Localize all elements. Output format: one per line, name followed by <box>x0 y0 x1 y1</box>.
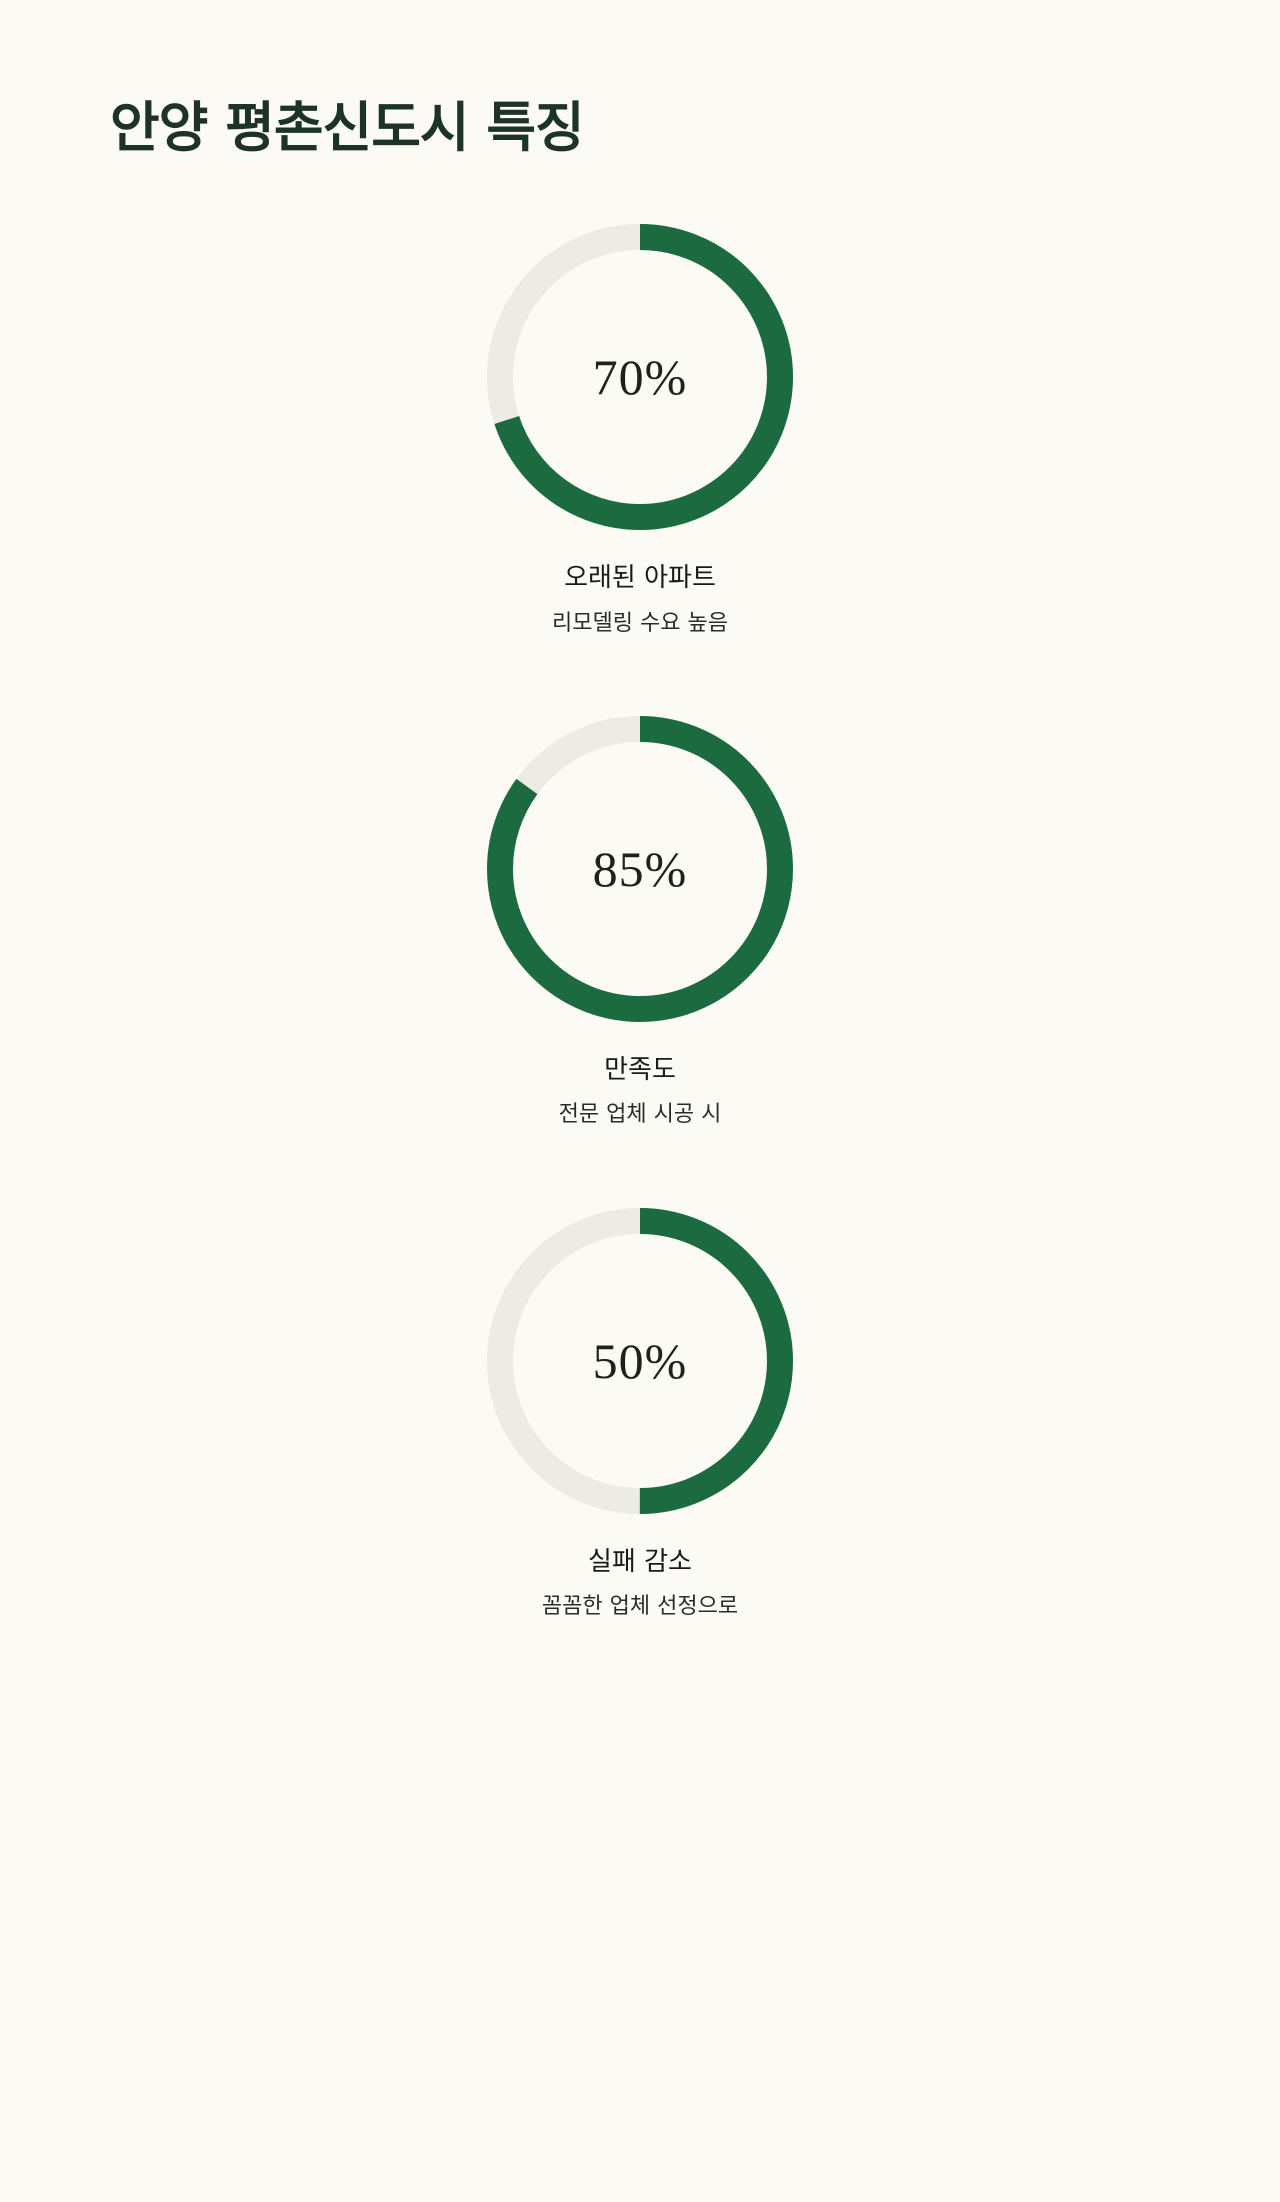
donut-svg <box>487 224 793 531</box>
stat-label: 만족도 <box>604 1054 676 1085</box>
donut-percent-label: 85% <box>592 840 688 897</box>
donut-center: 70% <box>480 217 800 537</box>
donut-svg <box>487 1207 793 1514</box>
stat-label: 실패 감소 <box>588 1546 692 1577</box>
stat-block: 70% 오래된 아파트 리모델링 수요 높음 <box>0 217 1280 637</box>
donut-chart: 50% <box>480 1201 800 1521</box>
donut-value-arc <box>487 224 793 531</box>
stat-sublabel: 리모델링 수요 높음 <box>552 610 728 636</box>
stat-sublabel: 전문 업체 시공 시 <box>558 1102 722 1128</box>
stat-block: 85% 만족도 전문 업체 시공 시 <box>0 709 1280 1129</box>
donut-center: 85% <box>480 709 800 1029</box>
donut-value-arc <box>487 1207 793 1514</box>
stat-sublabel: 꼼꼼한 업체 선정으로 <box>541 1593 739 1619</box>
donut-percent-label: 50% <box>592 1332 688 1389</box>
donut-chart: 85% <box>480 709 800 1029</box>
donut-center: 50% <box>480 1201 800 1521</box>
stat-label: 오래된 아파트 <box>564 563 716 594</box>
donut-svg <box>487 715 793 1022</box>
donut-percent-label: 70% <box>592 349 688 406</box>
stat-list: 70% 오래된 아파트 리모델링 수요 높음 85% 만족도 전문 업체 시공 … <box>0 217 1280 1620</box>
donut-value-arc <box>487 715 793 1022</box>
title-container: 안양 평촌신도시 특징 <box>0 0 1280 159</box>
page-title: 안양 평촌신도시 특징 <box>110 96 585 159</box>
donut-chart: 70% <box>480 217 800 537</box>
stat-block: 50% 실패 감소 꼼꼼한 업체 선정으로 <box>0 1201 1280 1621</box>
